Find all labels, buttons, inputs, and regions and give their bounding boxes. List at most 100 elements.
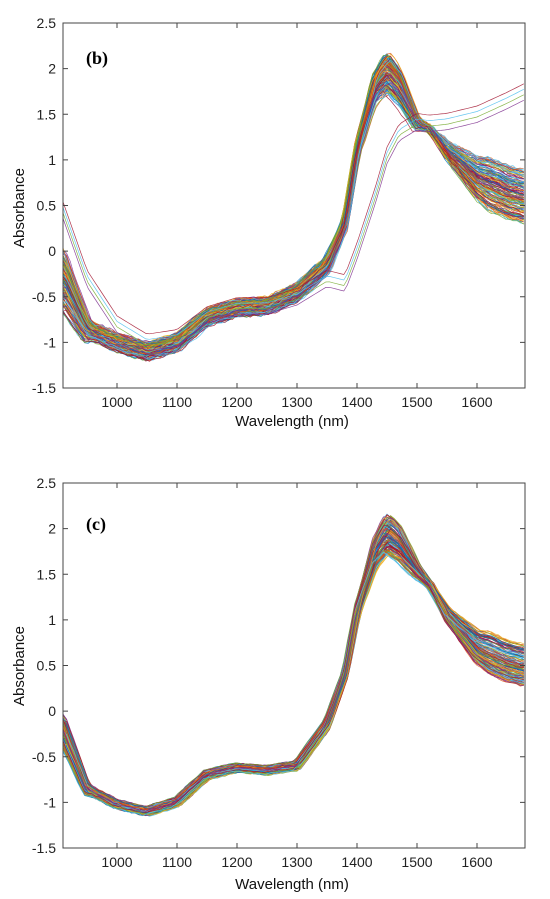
spectrum-line: [63, 528, 524, 810]
spectrum-line: [63, 538, 524, 814]
spectrum-line: [63, 552, 524, 816]
series-group: [63, 52, 525, 362]
x-tick-label: 1400: [341, 394, 372, 410]
spectrum-line: [63, 85, 524, 357]
plot-frame: [62, 22, 526, 389]
spectrum-line: [63, 57, 524, 354]
spectrum-line: [63, 74, 524, 352]
y-tick-label: -0.5: [32, 289, 56, 305]
y-tick-label: -1.5: [32, 380, 56, 396]
spectrum-line: [63, 92, 524, 353]
spectrum-line: [63, 529, 524, 815]
spectrum-line: [63, 79, 524, 358]
spectrum-line: [63, 76, 524, 355]
spectrum-line: [63, 61, 524, 358]
y-tick-label: 2: [48, 521, 56, 537]
spectrum-line: [63, 84, 524, 360]
spectrum-line: [63, 552, 524, 813]
spectrum-line: [63, 551, 524, 813]
spectrum-line: [63, 542, 524, 816]
panel-label-c: (c): [86, 514, 106, 535]
spectrum-line: [63, 57, 524, 361]
spectrum-line: [63, 53, 524, 357]
y-tick-label: -1: [44, 334, 57, 350]
spectrum-line: [63, 60, 524, 362]
spectrum-line: [63, 83, 524, 355]
spectrum-line: [63, 89, 525, 351]
spectrum-line: [63, 525, 524, 813]
spectrum-line: [63, 73, 524, 352]
spectrum-line: [63, 70, 524, 354]
spectrum-line: [63, 79, 525, 360]
spectrum-line: [63, 65, 524, 359]
spectrum-line: [63, 526, 524, 816]
y-tick-label: 0.5: [37, 198, 57, 214]
spectrum-line: [63, 92, 524, 360]
y-tick-label: -1: [44, 794, 57, 810]
spectrum-line: [63, 76, 524, 353]
panel-c: 1000 1100 1200 1300 1400 1500 1600 -1.5 -1 -0.5 0 0…: [11, 475, 526, 893]
spectrum-line: [63, 91, 524, 344]
spectrum-line: [63, 64, 524, 352]
x-tick-label: 1500: [401, 394, 432, 410]
spectrum-line: [63, 549, 524, 815]
spectrum-line: [63, 57, 524, 357]
x-tick-label: 1600: [461, 394, 492, 410]
x-tick-label: 1200: [221, 854, 252, 870]
spectrum-line: [63, 548, 524, 814]
spectrum-line: [63, 550, 524, 815]
spectrum-line: [63, 61, 524, 352]
spectrum-line: [63, 81, 524, 349]
spectrum-line: [63, 544, 524, 813]
y-tick-label: 0: [48, 243, 56, 259]
spectrum-line: [63, 73, 524, 352]
spectrum-line: [63, 53, 524, 352]
spectrum-line: [63, 77, 524, 355]
spectrum-line: [63, 82, 524, 356]
y-tick-label: 1: [48, 152, 56, 168]
x-tick-label: 1100: [162, 394, 192, 410]
spectrum-line: [63, 54, 524, 345]
x-tick-label: 1500: [401, 854, 432, 870]
x-tick-label: 1300: [281, 394, 312, 410]
y-tick-label: 2.5: [37, 15, 57, 31]
spectrum-line: [63, 72, 524, 350]
spectrum-line: [63, 69, 524, 353]
spectrum-line: [63, 89, 524, 361]
spectrum-line: [63, 527, 524, 816]
spectrum-line: [63, 60, 524, 362]
spectrum-line: [63, 78, 524, 350]
spectrum-line: [63, 545, 524, 813]
spectrum-line: [63, 82, 524, 353]
spectrum-line: [63, 63, 524, 351]
spectrum-line: [63, 551, 524, 817]
spectrum-line: [63, 92, 524, 353]
y-tick-label: -0.5: [32, 749, 56, 765]
spectrum-line: [63, 552, 524, 816]
spectrum-line: [63, 83, 524, 357]
spectrum-line: [63, 529, 524, 816]
y-tick-label: 1: [48, 612, 56, 628]
spectrum-line: [63, 56, 524, 361]
x-tick-label: 1400: [341, 854, 372, 870]
spectrum-line: [63, 52, 524, 354]
spectrum-line: [63, 55, 524, 351]
spectrum-line: [63, 518, 524, 816]
spectrum-line: [63, 552, 524, 811]
plot-frame: [62, 482, 526, 849]
spectrum-line: [63, 546, 524, 816]
y-tick-label: 0.5: [37, 658, 57, 674]
spectrum-line: [63, 540, 524, 817]
spectrum-line: [63, 548, 524, 813]
spectrum-line: [63, 87, 524, 347]
spectrum-line: [63, 71, 524, 353]
series-group: [63, 513, 524, 817]
spectrum-line: [63, 539, 524, 814]
y-tick-label: 1.5: [37, 106, 57, 122]
y-tick-label: 0: [48, 703, 56, 719]
spectrum-line: [63, 72, 524, 351]
spectrum-line: [63, 80, 524, 348]
spectrum-line: [63, 84, 524, 362]
spectrum-line: [63, 64, 524, 360]
